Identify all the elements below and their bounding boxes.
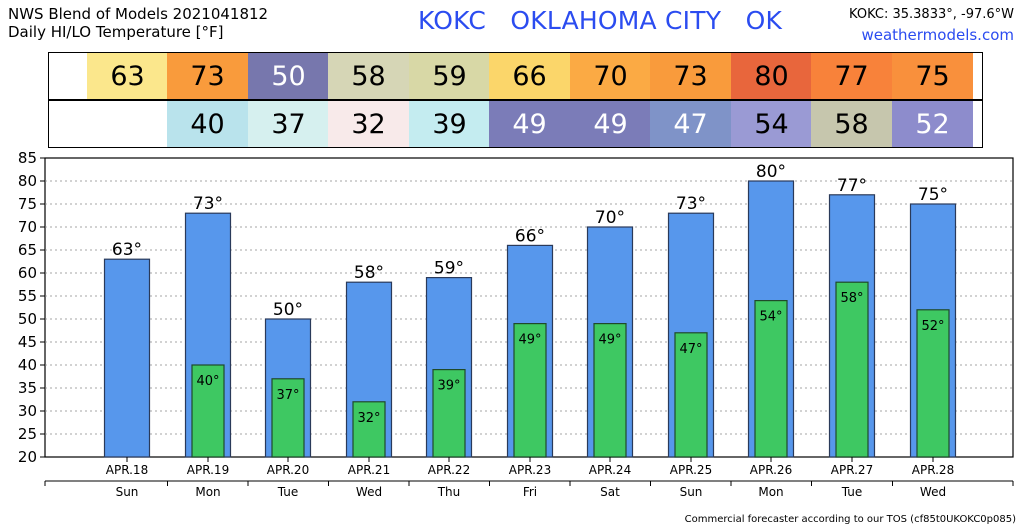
hi-data-label: 70° — [595, 208, 625, 228]
hi-cell: 77 — [811, 53, 892, 99]
hi-cell: 63 — [87, 53, 168, 99]
lo-cell — [87, 101, 168, 147]
x-day-label: Fri — [523, 485, 537, 499]
site-link[interactable]: weathermodels.com — [861, 26, 1014, 44]
x-category-label: APR.24 — [589, 463, 631, 477]
hi-data-label: 80° — [756, 162, 786, 182]
x-day-label: Mon — [195, 485, 220, 499]
x-category-label: APR.21 — [348, 463, 390, 477]
y-tick-label: 55 — [18, 287, 37, 305]
footer-note: Commercial forecaster according to our T… — [684, 514, 1016, 525]
x-day-label: Wed — [920, 485, 946, 499]
hi-cell: 70 — [570, 53, 651, 99]
y-tick-label: 60 — [18, 264, 37, 282]
x-category-label: APR.25 — [670, 463, 712, 477]
lo-bar — [754, 300, 788, 458]
x-day-label: Mon — [758, 485, 783, 499]
lo-cell: 37 — [248, 101, 329, 147]
x-category-label: APR.27 — [831, 463, 873, 477]
hi-data-label: 50° — [273, 300, 303, 320]
hi-cell: 66 — [489, 53, 570, 99]
y-tick-label: 80 — [18, 172, 37, 190]
hi-temp-strip: 63 73 50 58 59 66 70 73 80 77 75 — [48, 52, 983, 100]
y-tick-label: 40 — [18, 356, 37, 374]
hi-data-label: 73° — [676, 194, 706, 214]
x-category-label: APR.20 — [267, 463, 309, 477]
lo-cell: 49 — [489, 101, 570, 147]
lo-bar — [835, 281, 869, 458]
hi-cell: 59 — [409, 53, 490, 99]
hi-cell: 73 — [650, 53, 731, 99]
hi-cell: 50 — [248, 53, 329, 99]
y-tick-label: 35 — [18, 379, 37, 397]
hi-cell: 73 — [167, 53, 248, 99]
lo-bar — [352, 401, 386, 458]
y-tick-label: 25 — [18, 425, 37, 443]
y-tick-label: 30 — [18, 402, 37, 420]
lo-temp-strip: 40 37 32 39 49 49 47 54 58 52 — [48, 100, 983, 148]
x-day-label: Sun — [680, 485, 703, 499]
x-day-label: Thu — [437, 485, 461, 499]
lo-bar — [674, 332, 708, 458]
y-tick-label: 20 — [18, 448, 37, 466]
hi-data-label: 63° — [112, 240, 142, 260]
y-tick-label: 50 — [18, 310, 37, 328]
y-tick-label: 45 — [18, 333, 37, 351]
lo-data-label: 49° — [518, 333, 541, 348]
lo-data-label: 52° — [921, 319, 944, 334]
x-day-label: Sun — [116, 485, 139, 499]
y-tick-label: 75 — [18, 195, 37, 213]
x-category-label: APR.19 — [187, 463, 229, 477]
lo-cell: 49 — [570, 101, 651, 147]
x-category-label: APR.26 — [750, 463, 792, 477]
lo-cell: 52 — [892, 101, 973, 147]
hi-data-label: 66° — [515, 226, 545, 246]
lo-data-label: 54° — [759, 310, 782, 325]
y-tick-label: 65 — [18, 241, 37, 259]
lo-data-label: 58° — [840, 291, 863, 306]
x-day-label: Sat — [600, 485, 620, 499]
hi-bar — [103, 258, 151, 458]
x-category-label: APR.23 — [509, 463, 551, 477]
x-day-label: Wed — [356, 485, 382, 499]
lo-cell: 32 — [328, 101, 409, 147]
lo-data-label: 37° — [276, 388, 299, 403]
lo-cell: 40 — [167, 101, 248, 147]
lo-data-label: 32° — [357, 411, 380, 426]
lo-data-label: 39° — [437, 379, 460, 394]
lo-data-label: 40° — [196, 374, 219, 389]
lo-bar — [916, 309, 950, 458]
station-name: KOKC OKLAHOMA CITY OK — [418, 6, 783, 35]
lo-data-label: 49° — [598, 333, 621, 348]
hi-data-label: 75° — [918, 185, 948, 205]
hi-cell: 80 — [731, 53, 812, 99]
lo-cell: 39 — [409, 101, 490, 147]
chart-title: NWS Blend of Models 2021041812 Daily HI/… — [8, 5, 268, 41]
x-category-label: APR.18 — [106, 463, 148, 477]
hi-cell: 75 — [892, 53, 973, 99]
lo-cell: 54 — [731, 101, 812, 147]
lo-bar — [271, 378, 305, 458]
station-info: KOKC: 35.3833°, -97.6°W weathermodels.co… — [849, 5, 1014, 45]
lo-cell: 58 — [811, 101, 892, 147]
hi-data-label: 73° — [193, 194, 223, 214]
y-tick-label: 85 — [18, 149, 37, 167]
temperature-bar-chart: 20 25 30 35 40 45 50 55 60 65 70 75 80 85 63° APR.18 Sun… — [18, 149, 1014, 499]
title-line-1: NWS Blend of Models 2021041812 — [8, 5, 269, 23]
hi-data-label: 77° — [837, 176, 867, 196]
x-category-label: APR.22 — [428, 463, 470, 477]
hi-data-label: 59° — [434, 259, 464, 279]
x-day-label: Tue — [841, 485, 863, 499]
x-category-label: APR.28 — [912, 463, 954, 477]
station-coords: KOKC: 35.3833°, -97.6°W — [849, 7, 1014, 22]
hi-cell: 58 — [328, 53, 409, 99]
lo-cell: 47 — [650, 101, 731, 147]
hi-data-label: 58° — [354, 263, 384, 283]
title-line-2: Daily HI/LO Temperature [°F] — [8, 23, 224, 41]
lo-data-label: 47° — [679, 342, 702, 357]
lo-bar — [191, 364, 225, 458]
y-tick-label: 70 — [18, 218, 37, 236]
x-day-label: Tue — [277, 485, 299, 499]
